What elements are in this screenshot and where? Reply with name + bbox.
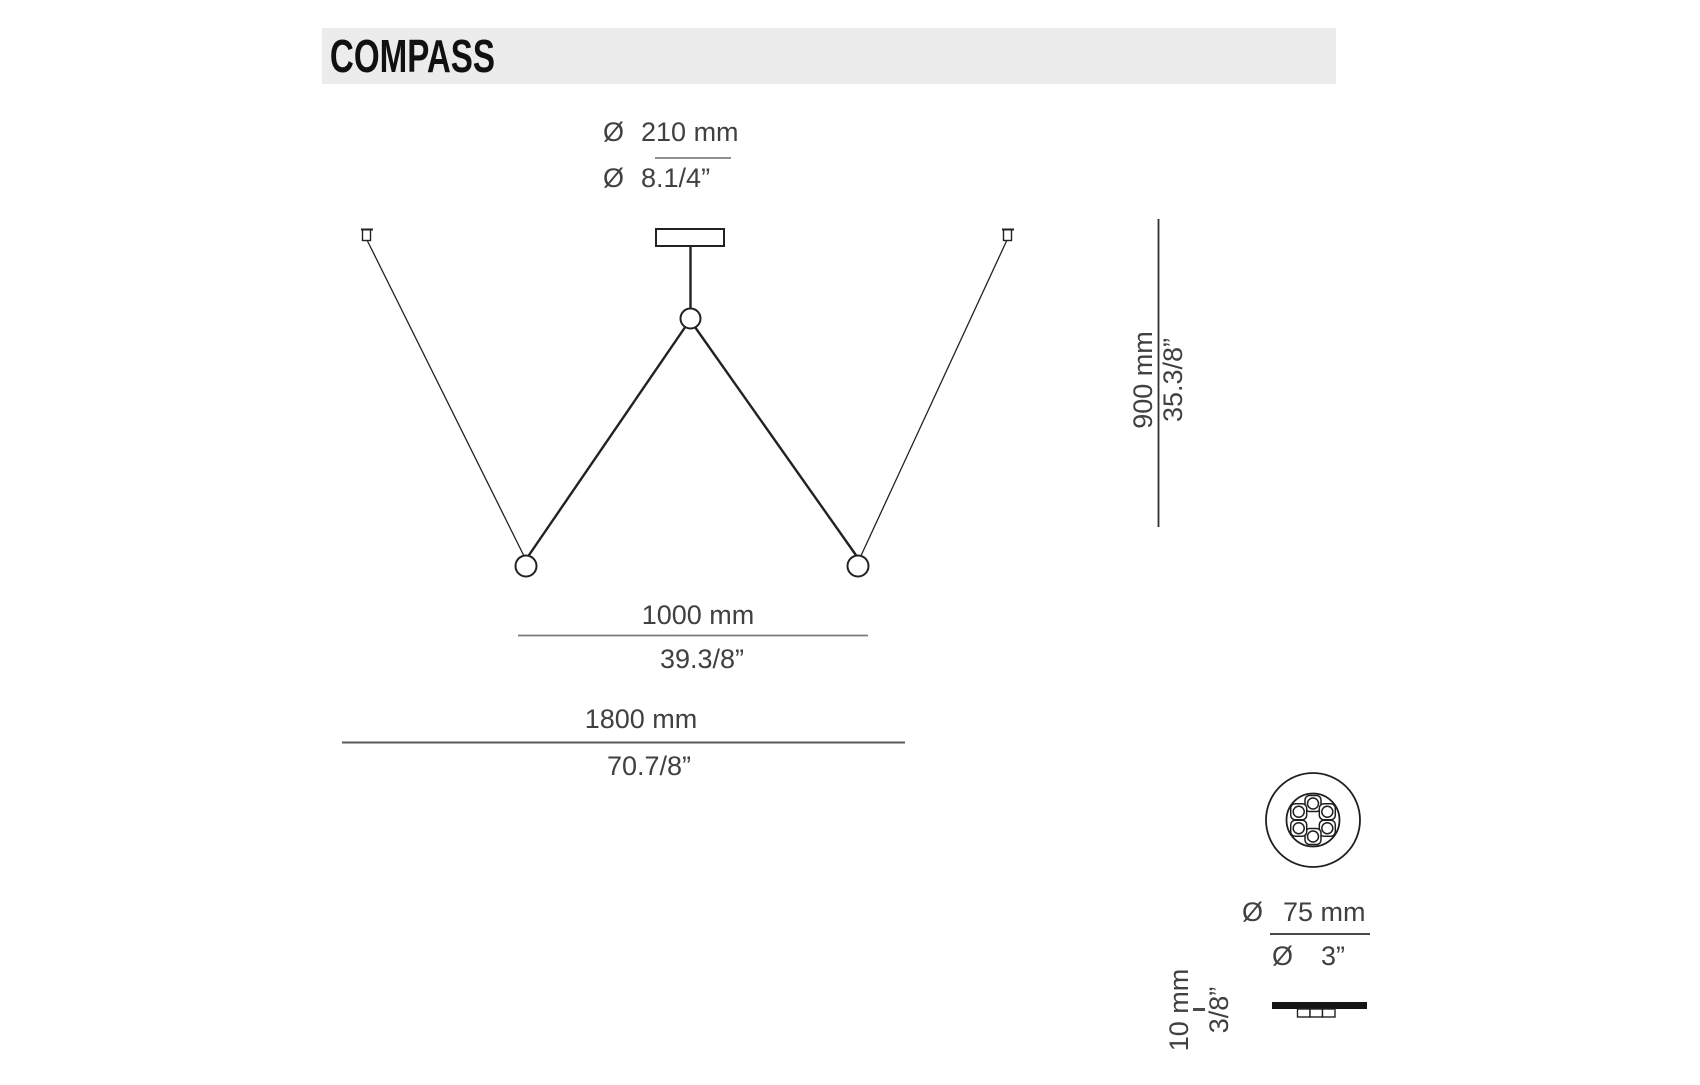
drop-height-mm-value: 900 mm [1128, 331, 1158, 429]
lamp-top-view [1265, 772, 1361, 868]
page-title: COMPASS [329, 30, 495, 82]
lamp-diameter-divider [1270, 933, 1370, 935]
drop-height-inches-value: 35.3/8” [1158, 337, 1188, 423]
lamp-side-view [1272, 1002, 1367, 1018]
diameter-symbol: Ø [1272, 941, 1294, 971]
ceiling-canopy [655, 228, 725, 247]
lamp-spread-mm-value: 1000 mm [641, 600, 755, 630]
lamp-diameter-mm-label: Ø 75 mm [1242, 897, 1366, 927]
canopy-diameter-mm-value: 210 mm [641, 117, 739, 147]
header-bar: COMPASS [322, 28, 1336, 84]
left-lamp-head [514, 554, 538, 578]
lamp-spread-inches-value: 39.3/8” [659, 644, 745, 674]
diameter-symbol: Ø [603, 117, 625, 147]
lamp-side-tabs [1296, 1008, 1336, 1018]
lamp-diameter-mm-value: 75 mm [1283, 897, 1366, 927]
left-ceiling-anchor [361, 228, 373, 242]
center-joint [679, 307, 702, 330]
right-arm [689, 319, 859, 559]
overall-width-mm-value: 1800 mm [584, 704, 698, 734]
lamp-outer-ring [1265, 772, 1361, 868]
lamp-diameter-inches-label: Ø 3” [1272, 941, 1345, 971]
diameter-symbol: Ø [603, 163, 625, 193]
canopy-diameter-inches-value: 8.1/4” [641, 163, 711, 193]
drop-height-label: 900 mm 35.3/8” [1128, 210, 1188, 550]
right-cable [858, 239, 1008, 561]
lamp-thickness-mm-value: 10 mm [1164, 968, 1194, 1052]
diameter-symbol: Ø [1242, 897, 1264, 927]
left-arm [526, 319, 691, 559]
overall-width-inches-value: 70.7/8” [606, 751, 692, 781]
canopy-diameter-divider [655, 157, 731, 159]
fixture-front-view [361, 228, 1014, 578]
canopy-diameter-mm-label: Ø 210 mm [603, 117, 739, 147]
lamp-diameter-inches-value: 3” [1321, 941, 1346, 971]
left-cable [366, 239, 527, 561]
lamp-side-body [1272, 1002, 1367, 1009]
lamp-thickness-inches-value: 3/8” [1204, 986, 1234, 1034]
right-ceiling-anchor [1002, 228, 1014, 242]
right-lamp-head [846, 554, 870, 578]
canopy-diameter-inches-label: Ø 8.1/4” [603, 163, 710, 193]
led-modules [1289, 794, 1337, 846]
lamp-thickness-label: 10 mm 3/8” [1164, 935, 1234, 1085]
